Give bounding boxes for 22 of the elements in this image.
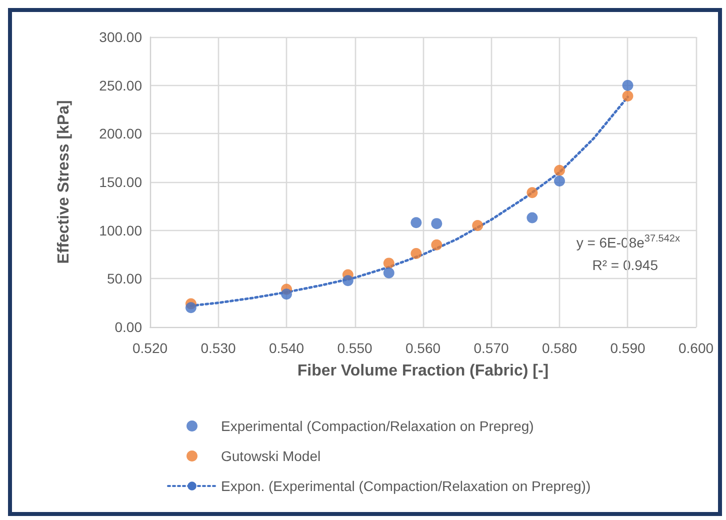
y-tick-label: 200.00 bbox=[99, 126, 142, 142]
x-tick-label: 0.560 bbox=[405, 340, 441, 356]
x-tick-label: 0.590 bbox=[610, 340, 646, 356]
x-tick-label: 0.530 bbox=[200, 340, 236, 356]
annotation: R² = 0.945 bbox=[592, 257, 658, 273]
legend-label: Gutowski Model bbox=[221, 448, 321, 464]
y-tick-label: 100.00 bbox=[99, 222, 142, 238]
x-tick-label: 0.540 bbox=[268, 340, 304, 356]
x-axis-title: Fiber Volume Fraction (Fabric) [-] bbox=[297, 362, 549, 380]
x-tick-label: 0.600 bbox=[678, 340, 714, 356]
y-tick-label: 50.00 bbox=[106, 270, 142, 287]
y-tick-label: 250.00 bbox=[99, 77, 142, 94]
x-tick-label: 0.580 bbox=[542, 340, 578, 356]
x-tick-label: 0.550 bbox=[337, 340, 372, 356]
y-tick-label: 150.00 bbox=[99, 174, 142, 190]
legend-label: Experimental (Compaction/Relaxation on Prepreg) bbox=[221, 418, 534, 434]
y-tick-label: 0.00 bbox=[114, 319, 142, 335]
y-tick-label: 300.00 bbox=[99, 29, 142, 45]
legend-label: Expon. (Experimental (Compaction/Relaxation on Prepreg)) bbox=[221, 478, 591, 494]
x-tick-label: 0.520 bbox=[132, 340, 168, 356]
y-axis-title: Effective Stress [kPa] bbox=[56, 100, 72, 264]
x-tick-label: 0.570 bbox=[474, 340, 509, 356]
